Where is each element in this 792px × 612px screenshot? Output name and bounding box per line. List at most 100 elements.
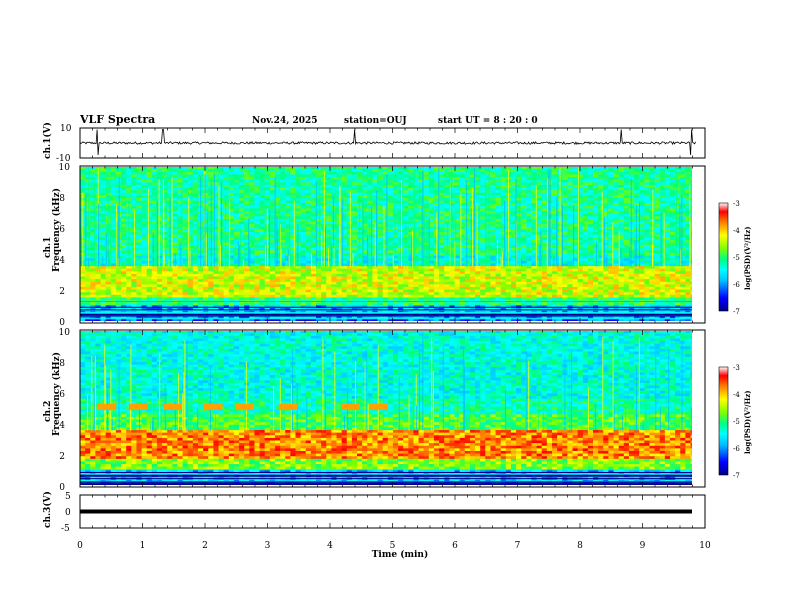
spectrogram-cell <box>454 304 461 308</box>
spectrogram-cell <box>608 241 615 246</box>
spectrogram-cell <box>433 291 440 295</box>
spectrogram-cell <box>208 273 214 277</box>
spectrogram-cell <box>192 252 199 256</box>
spectrogram-cell <box>659 273 666 277</box>
spectrogram-cell <box>351 283 358 287</box>
spectrogram-cell <box>182 244 189 248</box>
spectrogram-cell <box>362 252 368 256</box>
spectrogram-cell <box>428 223 435 227</box>
spectrogram-cell <box>475 249 481 253</box>
spectrogram-cell <box>167 265 173 269</box>
spectrogram-cell <box>608 283 615 287</box>
spectrogram-cell <box>208 288 214 293</box>
spectrogram-cell <box>372 265 379 269</box>
spectrogram-cell <box>495 278 502 282</box>
spectrogram-cell <box>593 231 599 235</box>
spectrogram-cell <box>269 302 276 306</box>
spectrogram-cell <box>372 291 379 295</box>
spectrogram-cell <box>449 257 456 261</box>
spectrogram-cell <box>546 273 553 277</box>
spectrogram-cell <box>290 286 297 290</box>
spectrogram-cell <box>459 273 466 277</box>
spectrogram-cell <box>357 307 363 311</box>
spectrogram-cell <box>423 268 430 272</box>
spectrogram-cell <box>582 223 589 227</box>
spectrogram-cell <box>562 273 568 277</box>
spectrogram-cell <box>336 317 343 321</box>
spectrogram-cell <box>628 220 635 225</box>
spectrogram-cell <box>187 236 194 240</box>
spectrogram-cell <box>110 226 117 230</box>
spectrogram-cell <box>510 228 517 233</box>
spectrogram-cell <box>110 304 117 308</box>
spectrogram-cell <box>639 234 645 238</box>
spectrogram-cell <box>172 244 179 248</box>
spectrogram-cell <box>156 239 163 243</box>
spectrogram-cell <box>244 294 250 298</box>
spectrogram-cell <box>680 309 686 314</box>
spectrogram-cell <box>156 215 163 219</box>
spectrogram-cell <box>485 249 492 253</box>
spectrogram-cell <box>659 268 666 272</box>
spectrogram-cell <box>490 302 497 306</box>
spectrogram-cell <box>572 283 579 287</box>
spectrogram-cell <box>233 265 240 269</box>
spectrogram-cell <box>439 307 445 311</box>
spectrogram-cell <box>649 281 656 285</box>
spectrogram-cell <box>377 268 384 272</box>
spectrogram-cell <box>387 307 394 311</box>
spectrogram-cell <box>203 270 209 274</box>
spectrogram-cell <box>254 307 261 311</box>
spectrogram-cell <box>516 257 522 261</box>
spectrogram-cell <box>685 275 692 280</box>
spectrogram-cell <box>346 236 353 240</box>
spectrogram-cell <box>126 309 132 314</box>
spectrogram-cell <box>654 270 661 274</box>
spectrogram-cell <box>310 257 317 261</box>
spectrogram-cell <box>623 234 630 238</box>
spectrogram-cell <box>295 220 302 225</box>
spectrogram-cell <box>121 254 127 259</box>
spectrogram-cell <box>541 294 548 298</box>
spectrogram-cell <box>475 265 481 269</box>
spectrogram-cell <box>623 275 630 280</box>
spectrogram-cell <box>280 252 286 256</box>
spectrogram-cell <box>541 236 548 240</box>
spectrogram-cell <box>351 231 358 235</box>
spectrogram-cell <box>280 234 286 238</box>
spectrogram-cell <box>618 247 625 251</box>
spectrogram-cell <box>141 307 148 311</box>
spectrogram-cell <box>259 281 266 285</box>
spectrogram-cell <box>433 281 440 285</box>
spectrogram-cell <box>146 247 153 251</box>
spectrogram-cell <box>593 268 599 272</box>
spectrogram-cell <box>362 228 368 233</box>
spectrogram-cell <box>418 275 425 280</box>
spectrogram-cell <box>351 218 358 222</box>
spectrogram-cell <box>336 302 343 306</box>
spectrogram-cell <box>593 288 599 293</box>
spectrogram-cell <box>639 236 645 240</box>
spectrogram-cell <box>444 215 450 219</box>
spectrogram-cell <box>675 275 681 280</box>
spectrogram-cell <box>618 252 625 256</box>
spectrogram-cell <box>249 268 256 272</box>
spectrogram-cell <box>177 218 184 222</box>
spectrogram-cell <box>274 309 281 314</box>
spectrogram-cell <box>351 275 358 280</box>
spectrogram-cell <box>454 226 461 230</box>
spectrogram-cell <box>136 294 143 298</box>
spectrogram-cell <box>254 302 261 306</box>
spectrogram-cell <box>577 294 584 298</box>
spectrogram-cell <box>300 283 307 287</box>
spectrogram-cell <box>315 307 322 311</box>
spectrogram-cell <box>480 268 486 272</box>
spectrogram-cell <box>331 228 338 233</box>
spectrogram-cell <box>95 265 102 269</box>
spectrogram-cell <box>510 265 517 269</box>
spectrogram-cell <box>623 315 630 319</box>
spectrogram-cell <box>649 307 656 311</box>
spectrogram-cell <box>151 265 158 269</box>
spectrogram-cell <box>546 278 553 282</box>
spectrogram-cell <box>490 249 497 253</box>
